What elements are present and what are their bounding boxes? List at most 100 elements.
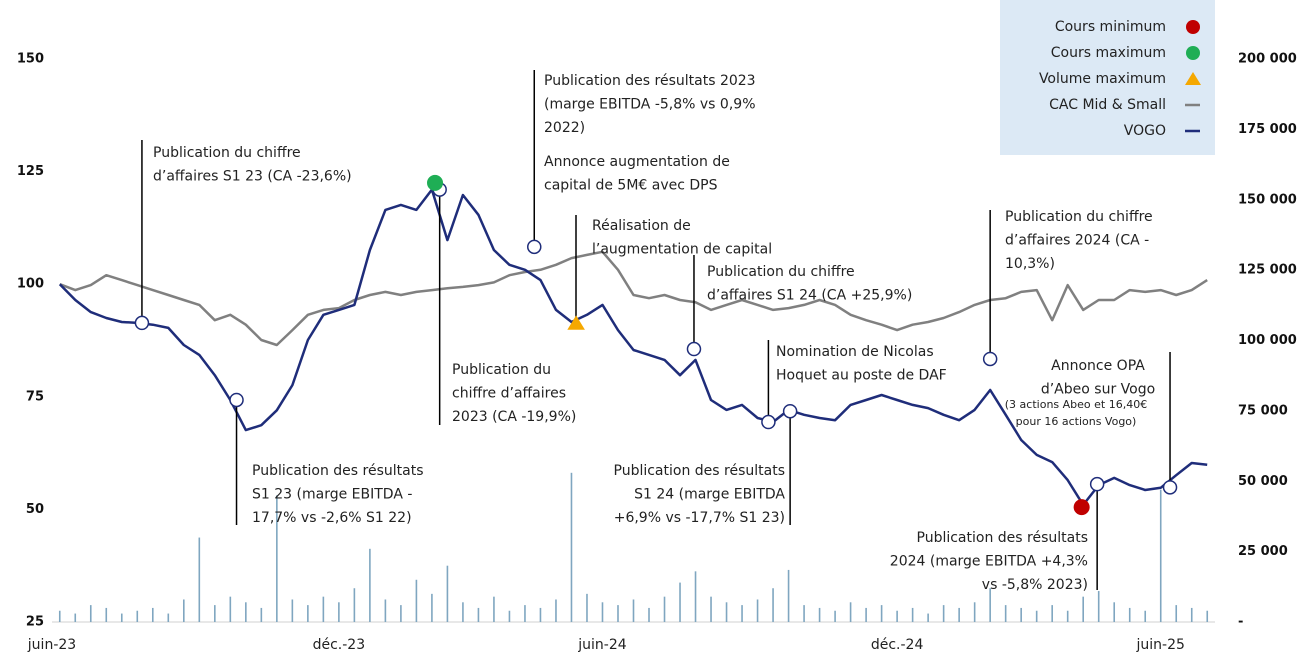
legend-box [1000,0,1215,155]
price-line [58,188,1208,507]
volume-bar [617,605,619,622]
volume-bar [911,607,914,622]
y-tick-label: 125 [17,164,44,179]
annotation-text: (3 actions Abeo et 16,40€ [1005,398,1147,411]
volume-bar [524,605,526,622]
volume-bar [694,571,697,622]
legend-symbol [1186,46,1200,60]
price-line [59,250,1208,347]
volume-bar [1144,610,1147,622]
event-point [229,392,244,408]
y-tick-label: 25 [26,615,44,630]
volume-bar [276,495,278,622]
volume-bar [927,613,929,622]
legend-label: CAC Mid & Small [1049,97,1166,113]
y-tick-label: 75 [26,389,44,404]
volume-bar [772,588,774,622]
y2-tick-label: 125 000 [1238,263,1297,278]
legend-label: Cours maximum [1051,45,1166,61]
y2-tick-label: 200 000 [1238,52,1297,67]
legend-label: Volume maximum [1039,71,1166,87]
volume-bar [1051,605,1053,622]
volume-bar [1159,489,1162,622]
annotation-text: capital de 5M€ avec DPS [544,178,718,194]
volume-bar [322,596,325,622]
annotation-text: d’affaires S1 23 (CA -23,6%) [153,169,352,185]
annotation-text: Publication du chiffre [707,264,855,280]
y2-tick-label: 175 000 [1238,122,1297,137]
annotation-text: Publication des résultats 2023 [544,73,756,89]
volume-bar [369,548,371,622]
volume-bar [89,605,92,622]
x-tick-label: juin-25 [1136,637,1185,653]
annotation-text: Publication des résultats [252,463,424,479]
legend-label: Cours minimum [1055,19,1166,35]
volume-bar [555,599,557,622]
volume-bar [384,599,387,622]
annotation-text: vs -5,8% 2023) [982,577,1088,593]
volume-bar [1004,605,1007,622]
volume-bar [818,607,821,622]
volume-bar [462,602,464,622]
annotation-text: Publication des résultats [917,530,1089,546]
volume-bar [1082,596,1084,622]
x-tick-label: juin-24 [577,637,626,653]
volume-bar [865,607,867,622]
volume-bar [415,579,418,622]
y-tick-label: 100 [17,277,44,292]
volume-bar [245,602,247,622]
volume-bar [586,593,588,622]
annotation-text: +6,9% vs -17,7% S1 23) [614,510,785,526]
annotation-text: Publication des résultats [614,463,786,479]
y-tick-label: 50 [26,502,44,517]
volume-bar [1066,610,1069,622]
volume-bar [229,596,232,622]
annotation-text: 2024 (marge EBITDA +4,3% [890,554,1088,570]
volume-bar [183,599,185,622]
volume-bar [1097,591,1100,622]
volume-bar [1206,610,1209,622]
annotation-text: 2022) [544,120,585,136]
event-point [761,414,776,430]
annotation-text: 17,7% vs -2,6% S1 22) [252,510,412,526]
event-point [1089,476,1105,492]
y2-tick-label: - [1238,615,1243,630]
x-tick-label: déc.-24 [871,637,924,653]
annotation-text: Nomination de Nicolas [776,344,934,360]
annotation-text: 2023 (CA -19,9%) [452,409,576,425]
volume-bar [942,605,945,622]
volume-bar [291,599,294,622]
volume-bar [198,537,201,622]
y2-tick-label: 25 000 [1238,544,1288,559]
volume-bar [151,607,154,622]
volume-bar [58,610,61,622]
legend-symbol [1186,20,1200,34]
volume-bar [663,596,666,622]
volume-bar [1175,605,1178,622]
volume-bar [508,610,511,622]
volume-bar [648,607,650,622]
event-point [782,403,798,419]
annotation-text: S1 24 (marge EBITDA [634,487,785,503]
annotation-text: Réalisation de [592,218,691,234]
volume-bar [1113,602,1116,622]
marker [427,174,444,191]
annotation-text: l’augmentation de capital [592,242,772,258]
event-point [527,239,542,255]
event-point [1162,480,1178,495]
volume-bar [958,607,960,622]
volume-bar [74,613,77,622]
volume-bar [679,582,681,622]
annotation-text: d’Abeo sur Vogo [1041,382,1155,398]
volume-bar [834,610,836,622]
volume-bar [1035,610,1038,622]
annotation-text: Publication du chiffre [1005,209,1153,225]
annotation-text: Annonce OPA [1051,358,1145,374]
volume-bar [803,605,805,622]
volume-bar [787,569,790,622]
volume-bar [725,602,728,622]
legend-symbol [1185,72,1201,85]
annotation-text: Publication du chiffre [153,145,301,161]
volume-bar [570,472,573,622]
